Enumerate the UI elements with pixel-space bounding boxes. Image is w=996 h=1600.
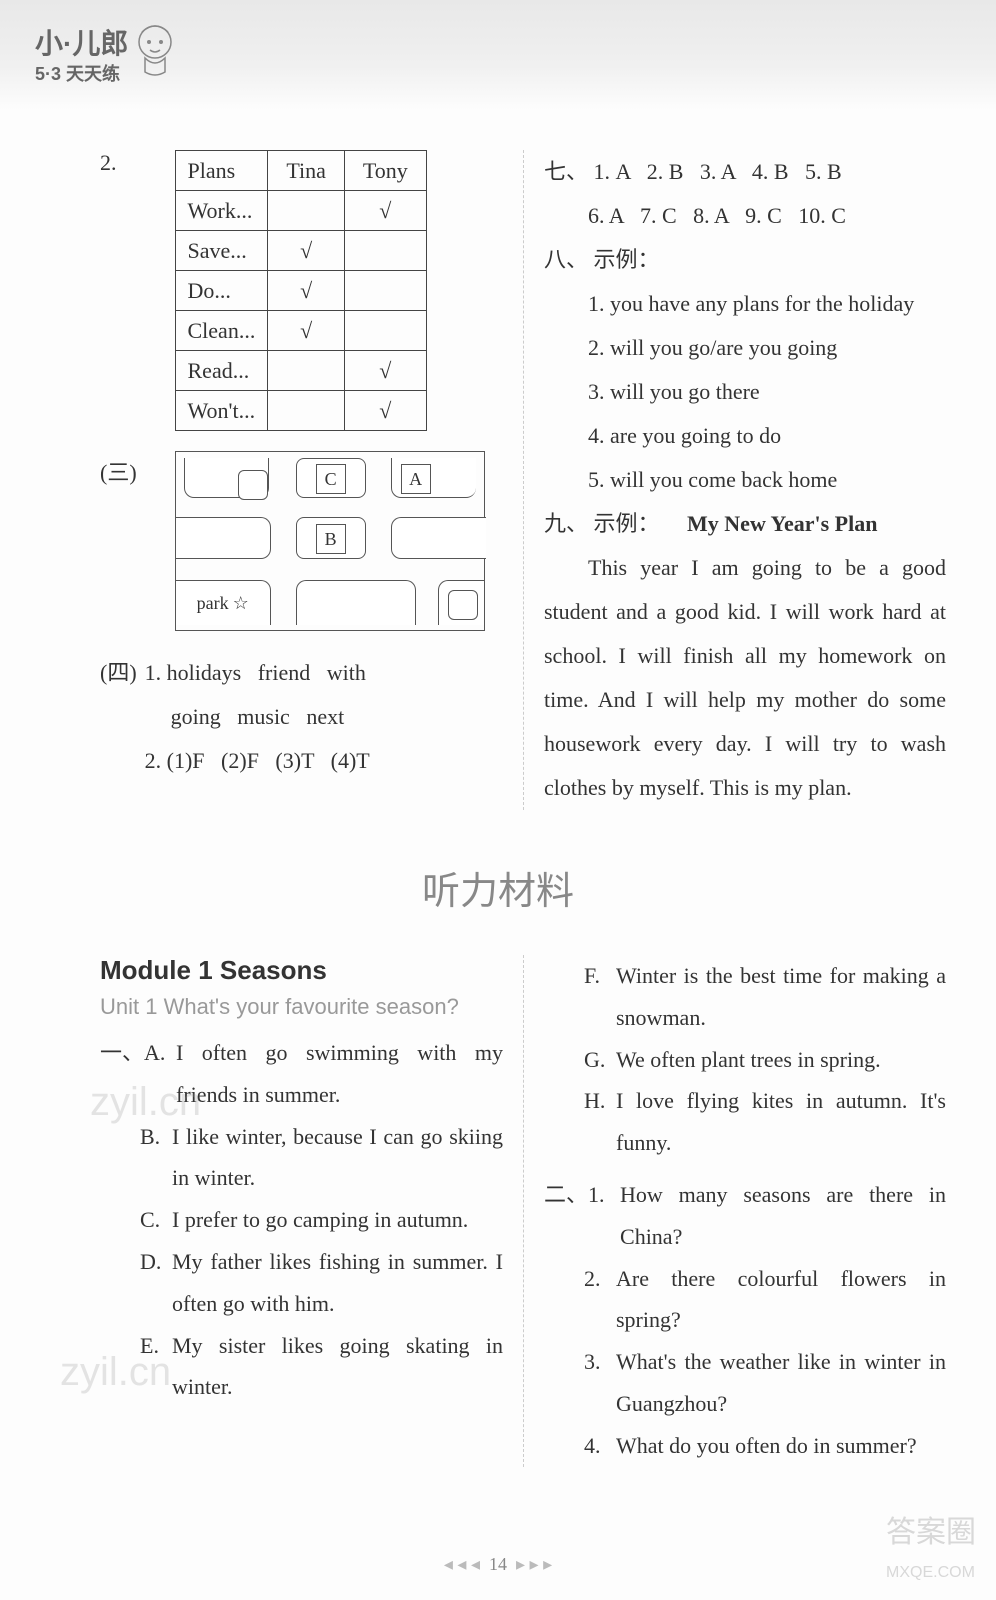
item-text: What do you often do in summer? [616, 1425, 946, 1467]
listening-title: 听力材料 [0, 860, 996, 915]
eight-label: 八、 [544, 247, 588, 272]
map-marker-c: C [316, 464, 346, 494]
unit-title: Unit 1 What's your favourite season? [100, 994, 503, 1020]
item-letter: B. [140, 1116, 172, 1200]
eight-item: 1. you have any plans for the holiday [588, 282, 946, 326]
plans-table: Plans Tina Tony Work...√ Save...√ Do...√… [175, 150, 427, 431]
item-letter: F. [584, 955, 616, 1039]
item-text: How many seasons are there in China? [620, 1174, 946, 1258]
nine-example: 示例： [594, 511, 660, 536]
park-label: park [197, 593, 229, 614]
item-letter: 4. [584, 1425, 616, 1467]
q4-1-num: 1. [145, 660, 162, 685]
nine-title: My New Year's Plan [687, 511, 877, 536]
table-row: Clean...√ [175, 311, 426, 351]
list-item: G. We often plant trees in spring. [544, 1039, 946, 1081]
table-row: Do...√ [175, 271, 426, 311]
item-letter: 1. [588, 1174, 620, 1258]
brand-subtitle: 5·3 天天练 [35, 60, 120, 86]
list-item: D. My father likes fishing in summer. I … [100, 1241, 503, 1325]
q4-line1a: holidays friend with [167, 660, 366, 685]
map-marker: o [238, 470, 268, 500]
map-marker-b: B [316, 524, 346, 554]
watermark-corner: 答案圈MXQE.COM [886, 1507, 976, 1585]
table-row: Won't...√ [175, 391, 426, 431]
item-letter: D. [140, 1241, 172, 1325]
item-letter: C. [140, 1199, 172, 1241]
brand-logo: 小·儿郎 [35, 22, 128, 62]
table-cell: Plans [175, 151, 268, 191]
item-letter: H. [584, 1080, 616, 1164]
item-letter: 2. [584, 1258, 616, 1342]
map-label: (三) [100, 455, 137, 487]
list-item: 一、 A. I often go swimming with my friend… [100, 1032, 503, 1116]
page-footer: ◂ ◂ ◂ 14 ▸ ▸ ▸ [0, 1554, 996, 1575]
table-cell: Tony [344, 151, 426, 191]
eight-item: 3. will you go there [588, 370, 946, 414]
table-row: Plans Tina Tony [175, 151, 426, 191]
table-cell: Tina [268, 151, 345, 191]
item-letter: G. [584, 1039, 616, 1081]
item-text: Winter is the best time for making a sno… [616, 955, 946, 1039]
sec1-label: 一、 [100, 1032, 144, 1116]
star-icon: ☆ [233, 593, 249, 614]
section-eight: 八、 示例： 1. you have any plans for the hol… [544, 238, 946, 502]
table-row: Work...√ [175, 191, 426, 231]
answers-section: 2. Plans Tina Tony Work...√ Save...√ Do.… [0, 110, 996, 810]
seven-row1: 1. A 2. B 3. A 4. B 5. B [594, 159, 842, 184]
nine-body: This year I am going to be a good studen… [544, 546, 946, 810]
item-letter: A. [144, 1032, 176, 1116]
q4-line1b: going music next [171, 704, 345, 729]
mascot-icon [130, 20, 180, 80]
map-marker: o [448, 590, 478, 620]
nine-label: 九、 [544, 511, 588, 536]
item-text: I often go swimming with my friends in s… [176, 1032, 503, 1116]
map-marker-a: A [401, 464, 431, 494]
module-title: Module 1 Seasons [100, 955, 503, 986]
item-text: I prefer to go camping in autumn. [172, 1199, 503, 1241]
item-text: My sister likes going skating in winter. [172, 1325, 503, 1409]
page-header: 小·儿郎 5·3 天天练 [0, 0, 996, 110]
item-text: I love flying kites in autumn. It's funn… [616, 1080, 946, 1164]
map-diagram: park ☆ o C A B o [175, 451, 485, 631]
table-row: Save...√ [175, 231, 426, 271]
item-text: My father likes fishing in summer. I oft… [172, 1241, 503, 1325]
eight-item: 4. are you going to do [588, 414, 946, 458]
q4-label: (四) [100, 651, 137, 695]
seven-label: 七、 [544, 159, 588, 184]
footer-right-arrows: ▸ ▸ ▸ [516, 1554, 552, 1574]
item-letter: E. [140, 1325, 172, 1409]
item-text: We often plant trees in spring. [616, 1039, 946, 1081]
page-number: 14 [489, 1554, 507, 1574]
list-item: 4. What do you often do in summer? [544, 1425, 946, 1467]
q4-2-num: 2. [145, 748, 162, 773]
question-four: (四) 1. holidays friend with going music … [100, 651, 503, 783]
item-letter: 3. [584, 1341, 616, 1425]
list-item: E. My sister likes going skating in wint… [100, 1325, 503, 1409]
list-item: F. Winter is the best time for making a … [544, 955, 946, 1039]
sec2-label: 二、 [544, 1174, 588, 1258]
list-item: 2. Are there colourful flowers in spring… [544, 1258, 946, 1342]
list-item: B. I like winter, because I can go skiin… [100, 1116, 503, 1200]
list-item: 二、 1. How many seasons are there in Chin… [544, 1174, 946, 1258]
eight-item: 5. will you come back home [588, 458, 946, 502]
listening-section: Module 1 Seasons Unit 1 What's your favo… [0, 955, 996, 1467]
list-item: C. I prefer to go camping in autumn. [100, 1199, 503, 1241]
table-row: Read...√ [175, 351, 426, 391]
q4-line2: (1)F (2)F (3)T (4)T [167, 748, 370, 773]
section-seven: 七、 1. A 2. B 3. A 4. B 5. B 6. A 7. C 8.… [544, 150, 946, 238]
section-nine: 九、 示例： My New Year's Plan This year I am… [544, 502, 946, 810]
footer-left-arrows: ◂ ◂ ◂ [444, 1554, 480, 1574]
list-item: 3. What's the weather like in winter in … [544, 1341, 946, 1425]
item-text: What's the weather like in winter in Gua… [616, 1341, 946, 1425]
table-number: 2. [100, 150, 117, 176]
item-text: Are there colourful flowers in spring? [616, 1258, 946, 1342]
seven-row2: 6. A 7. C 8. A 9. C 10. C [588, 203, 846, 228]
eight-example: 示例： [594, 247, 660, 272]
item-text: I like winter, because I can go skiing i… [172, 1116, 503, 1200]
eight-item: 2. will you go/are you going [588, 326, 946, 370]
list-item: H. I love flying kites in autumn. It's f… [544, 1080, 946, 1164]
